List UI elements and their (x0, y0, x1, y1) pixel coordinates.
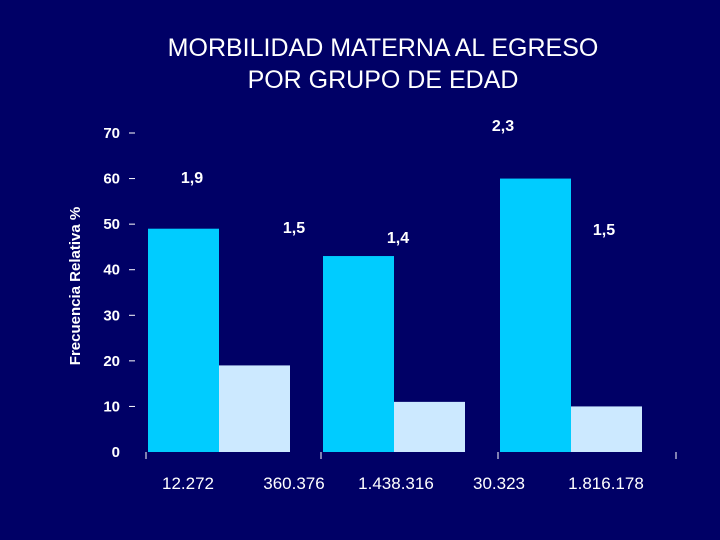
bar (500, 178, 571, 453)
chart-title-line-1: MORBILIDAD MATERNA AL EGRESO (167, 34, 599, 62)
y-tick-label: 30 (103, 307, 120, 324)
chart-title: MORBILIDAD MATERNA AL EGRESO POR GRUPO D… (0, 32, 720, 96)
y-tick-label: 40 (103, 262, 120, 279)
category-label: 1.816.178 (568, 474, 644, 493)
y-axis-label: Frecuencia Relativa % (67, 207, 84, 365)
chart-title-line-2: POR GRUPO DE EDAD (247, 66, 519, 94)
category-label: 30.323 (473, 474, 525, 493)
data-label: 1,4 (387, 230, 409, 247)
data-label: 1,5 (283, 220, 305, 237)
category-label: 1.438.316 (358, 474, 434, 493)
bar (323, 256, 394, 452)
y-tick-label: 60 (103, 171, 120, 188)
category-label: 360.376 (263, 474, 324, 493)
y-tick-label: 10 (103, 398, 120, 415)
y-axis: 0 10 20 30 40 50 60 70 (103, 125, 135, 461)
y-tick-label: 50 (103, 216, 120, 233)
bars (148, 178, 642, 453)
data-label: 1,9 (181, 170, 203, 187)
y-tick-label: 20 (103, 353, 120, 370)
bar (219, 365, 290, 452)
bar (571, 406, 642, 452)
bar (148, 228, 219, 452)
category-label: 12.272 (162, 474, 214, 493)
y-tick-label: 0 (112, 444, 120, 461)
data-label: 2,3 (492, 118, 514, 135)
y-tick-label: 70 (103, 125, 120, 142)
data-label: 1,5 (593, 222, 615, 239)
x-axis: 12.272 360.376 1.438.316 30.323 1.816.178 (145, 452, 677, 493)
data-labels: 1,9 1,5 1,4 2,3 1,5 (181, 118, 615, 247)
bar (394, 401, 465, 452)
